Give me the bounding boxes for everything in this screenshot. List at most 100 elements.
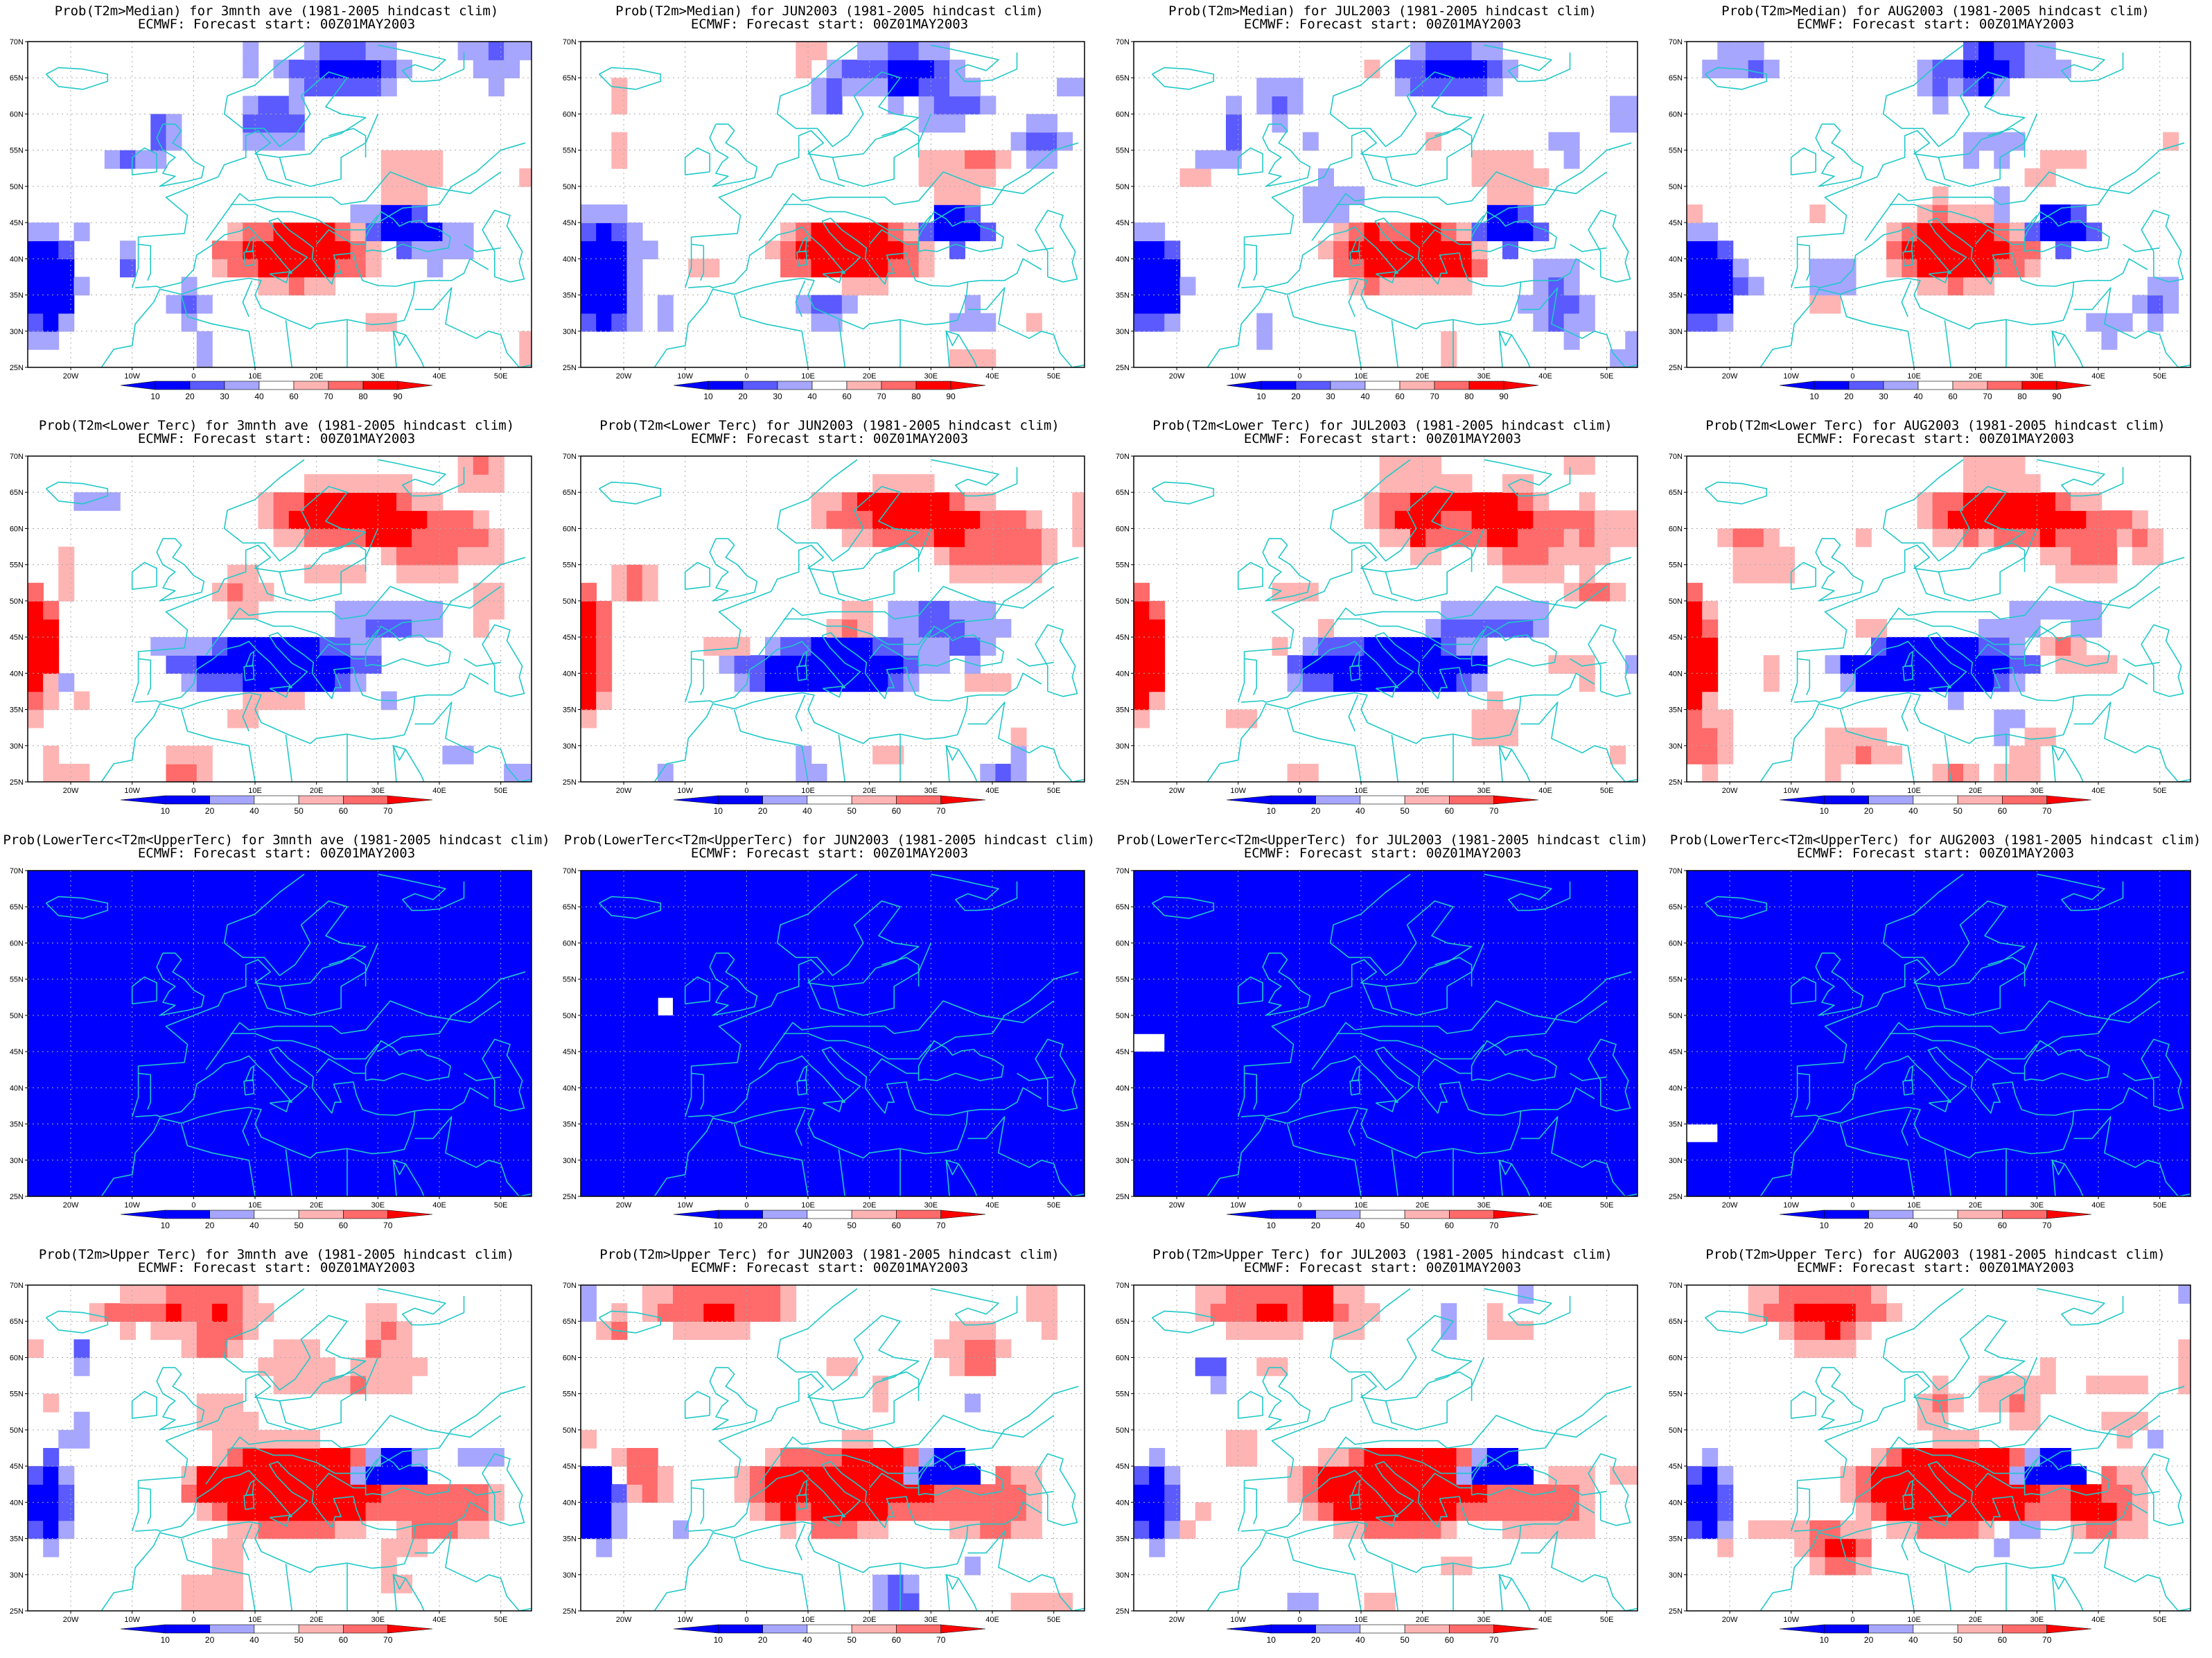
colorbar-swatch (950, 381, 986, 390)
colorbar-label: 20 (1291, 392, 1301, 401)
colorbar-label: 60 (892, 1635, 902, 1645)
panel-title: Prob(T2m>Upper Terc) for JUN2003 (1981-2… (599, 1247, 1060, 1262)
lat-tick-label: 35N (1669, 1535, 1683, 1544)
colorbar-swatch (1315, 1624, 1361, 1634)
lon-tick-label: 40E (985, 372, 999, 381)
lat-tick-label: 40N (1669, 670, 1683, 678)
colorbar-label: 60 (892, 806, 902, 816)
colorbar-label: 30 (220, 392, 229, 401)
colorbar-label: 60 (339, 1221, 349, 1230)
lon-tick-label: 20W (616, 1616, 632, 1624)
colorbar: 10 20 40 50 60 70 (120, 1210, 433, 1230)
map-svg: 70N 65N 60N 55N 50N 45N 40N 35N 30N 25N 20W 10W 0 10E… (10, 453, 532, 816)
colorbar-swatch (1226, 381, 1262, 390)
lon-tick-label: 20E (1416, 1616, 1430, 1624)
colorbar-swatch (209, 1624, 255, 1634)
colorbar-swatch (1779, 1210, 1825, 1219)
colorbar: 10 20 40 50 60 70 (673, 795, 986, 816)
colorbar-label: 20 (1311, 1221, 1321, 1230)
lon-tick-label: 50E (1047, 372, 1061, 381)
lon-tick-label: 0 (191, 372, 195, 381)
lat-tick-label: 35N (10, 292, 24, 300)
lat-tick-label: 25N (1116, 1607, 1130, 1616)
colorbar-swatch (1295, 381, 1331, 390)
colorbar-label: 50 (1400, 1221, 1410, 1230)
colorbar-label: 10 (1820, 1635, 1829, 1645)
colorbar-swatch (708, 381, 744, 390)
lon-tick-label: 0 (744, 787, 748, 795)
lon-tick-label: 10E (1354, 1616, 1368, 1624)
colorbar: 10 20 40 50 60 70 (120, 795, 433, 816)
colorbar-swatch (164, 795, 210, 805)
panel-subtitle: ECMWF: Forecast start: 00Z01MAY2003 (1243, 431, 1522, 446)
colorbar-swatch (1404, 1624, 1450, 1634)
colorbar-label: 90 (393, 392, 403, 401)
lat-tick-label: 55N (10, 976, 24, 984)
colorbar-swatch (397, 381, 433, 390)
lat-tick-label: 40N (563, 255, 577, 263)
coastlines (46, 44, 532, 367)
lat-tick-label: 45N (563, 1463, 577, 1471)
colorbar-label: 50 (1400, 806, 1410, 816)
colorbar-label: 50 (847, 1221, 857, 1230)
lat-tick-label: 70N (1116, 867, 1130, 875)
graticule (1687, 456, 2191, 782)
lon-tick-label: 30E (924, 1616, 938, 1624)
map-svg: 70N 65N 60N 55N 50N 45N 40N 35N 30N 25N 20W 10W 0 10E… (1669, 38, 2191, 401)
lon-tick-label: 0 (191, 787, 195, 795)
lon-tick-label: 10W (124, 1201, 140, 1210)
colorbar-swatch (2056, 381, 2092, 390)
probability-field (581, 42, 1085, 367)
panel-title: Prob(T2m>Upper Terc) for JUL2003 (1981-2… (1152, 1247, 1613, 1262)
map-svg: 70N 65N 60N 55N 50N 45N 40N 35N 30N 25N 20W 10W 0 10E… (1116, 38, 1638, 401)
colorbar-swatch (387, 795, 433, 805)
lat-tick-label: 45N (1116, 1048, 1130, 1056)
colorbar-label: 60 (1445, 1635, 1455, 1645)
lat-tick-label: 50N (563, 1012, 577, 1020)
lat-tick-label: 60N (10, 939, 24, 948)
lat-tick-label: 70N (1669, 453, 1683, 461)
lat-tick-label: 25N (563, 1193, 577, 1201)
colorbar-swatch (940, 1624, 986, 1634)
lon-tick-label: 10E (248, 1616, 262, 1624)
lon-tick-label: 50E (2153, 1616, 2167, 1624)
probability-field (1687, 456, 2191, 782)
map-svg: 70N 65N 60N 55N 50N 45N 40N 35N 30N 25N 20W 10W 0 10E… (563, 1282, 1085, 1645)
colorbar-label: 40 (807, 392, 817, 401)
lat-tick-label: 35N (1116, 1535, 1130, 1544)
colorbar-swatch (896, 795, 942, 805)
lat-tick-label: 50N (563, 1426, 577, 1435)
lat-tick-label: 35N (563, 706, 577, 715)
colorbar-label: 20 (1864, 1221, 1874, 1230)
colorbar-swatch (1952, 381, 1988, 390)
colorbar-label: 20 (1311, 806, 1321, 816)
lat-tick-label: 60N (10, 1354, 24, 1362)
colorbar-swatch (254, 1624, 299, 1634)
lon-tick-label: 10W (1783, 787, 1799, 795)
map-svg: 70N 65N 60N 55N 50N 45N 40N 35N 30N 25N 20W 10W 0 10E… (10, 1282, 532, 1645)
colorbar-label: 40 (254, 392, 264, 401)
colorbar-label: 60 (1948, 392, 1958, 401)
colorbar-swatch (1493, 795, 1539, 805)
lon-tick-label: 10E (248, 787, 262, 795)
colorbar-swatch (1270, 1210, 1316, 1219)
lat-tick-label: 35N (10, 706, 24, 715)
colorbar: 10 20 30 40 60 70 80 90 (1779, 381, 2092, 401)
lon-tick-label: 30E (924, 1201, 938, 1210)
colorbar-swatch (811, 381, 848, 390)
colorbar-label: 60 (1998, 1221, 2008, 1230)
lon-tick-label: 0 (191, 1201, 195, 1210)
lat-tick-label: 30N (10, 1157, 24, 1165)
probability-field (28, 42, 532, 367)
colorbar-swatch (1823, 795, 1869, 805)
colorbar-swatch (1823, 1624, 1869, 1634)
colorbar-label: 20 (758, 806, 768, 816)
colorbar-swatch (807, 795, 852, 805)
map-svg: 70N 65N 60N 55N 50N 45N 40N 35N 30N 25N 20W 10W 0 10E… (10, 38, 532, 401)
colorbar-label: 40 (1908, 1221, 1918, 1230)
map-frame (580, 455, 1085, 783)
graticule (1687, 871, 2191, 1196)
lat-tick-label: 60N (1116, 1354, 1130, 1362)
probability-field (581, 456, 1085, 782)
lat-tick-label: 50N (1116, 597, 1130, 606)
